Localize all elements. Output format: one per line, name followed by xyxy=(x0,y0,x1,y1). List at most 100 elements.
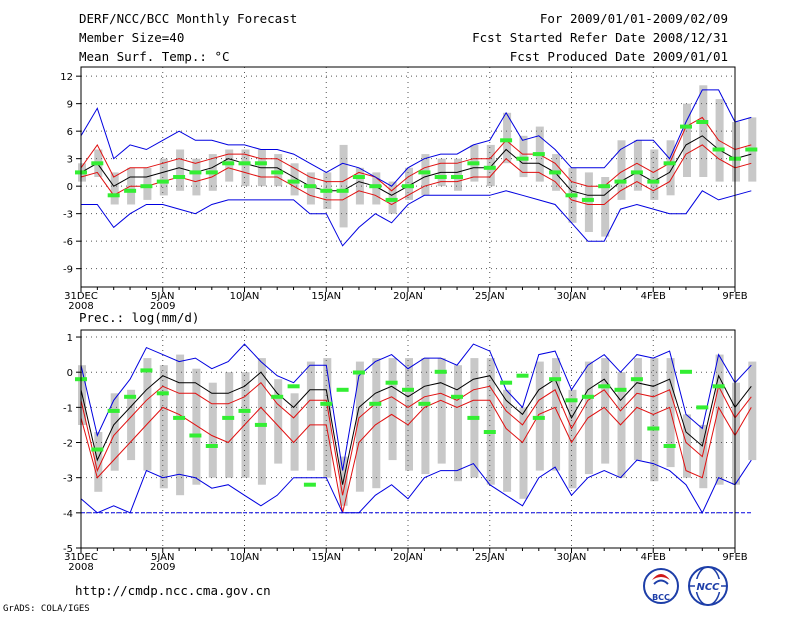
temp-obs-marker xyxy=(598,184,611,189)
prec-obs-marker xyxy=(140,368,153,373)
prec-ensemble-box xyxy=(617,372,626,478)
temp-ensemble-box xyxy=(372,172,381,205)
temp-xtick-label: 5JAN xyxy=(151,291,174,302)
temp-ensemble-box xyxy=(388,181,397,214)
temp-ensemble-box xyxy=(699,85,708,177)
precip-label: Prec.: log(mm/d) xyxy=(79,310,200,325)
temp-obs-marker xyxy=(402,184,414,189)
prec-obs-marker xyxy=(418,401,431,406)
temp-obs-marker xyxy=(483,165,496,170)
temp-xtick-sublabel: 2009 xyxy=(150,301,175,312)
temp-obs-marker xyxy=(369,184,382,189)
temp-obs-marker xyxy=(189,170,202,175)
prec-obs-marker xyxy=(630,377,643,382)
temp-obs-marker xyxy=(320,188,333,193)
temp-obs-marker xyxy=(287,179,300,184)
prec-obs-marker xyxy=(369,401,382,406)
temp-ensemble-box xyxy=(519,135,528,178)
temp-obs-marker xyxy=(434,175,447,179)
forecast-period: For 2009/01/01-2009/02/09 xyxy=(539,11,728,26)
footer-url[interactable]: http://cmdp.ncc.cma.gov.cn xyxy=(75,583,271,598)
temp-xtick-label: 10JAN xyxy=(230,291,260,302)
temp-ensemble-box xyxy=(405,167,413,200)
prec-obs-marker xyxy=(107,408,120,413)
temp-ensemble-box xyxy=(241,149,250,187)
prec-obs-marker xyxy=(500,380,513,385)
prec-xtick-label: 9FEB xyxy=(722,552,747,563)
temp-obs-marker xyxy=(549,170,562,175)
prec-obs-marker xyxy=(320,401,333,406)
temp-obs-marker xyxy=(254,161,267,166)
prec-ensemble-box xyxy=(192,368,201,485)
prec-ensemble-box xyxy=(143,358,152,471)
temp-obs-marker xyxy=(663,161,676,166)
prec-ensemble-box xyxy=(355,361,364,492)
temp-ensemble-box xyxy=(666,140,675,196)
temp-ensemble-box xyxy=(617,140,626,200)
temp-ensemble-box xyxy=(306,172,315,205)
temp-obs-marker xyxy=(303,184,316,189)
temp-ytick-label: 3 xyxy=(67,155,73,166)
prec-ensemble-median-line xyxy=(80,371,752,485)
ncc-logo-text: NCC xyxy=(696,582,720,593)
prec-obs-marker xyxy=(385,380,398,385)
temp-obs-marker xyxy=(222,161,235,166)
temp-xtick-label: 15JAN xyxy=(311,291,341,302)
temp-ensemble-box xyxy=(650,149,659,200)
temp-ensemble-box xyxy=(683,103,691,177)
temp-obs-marker xyxy=(680,124,692,129)
temp-ytick-label: 0 xyxy=(67,182,73,193)
temp-ensemble-max-line xyxy=(80,89,752,187)
temp-xtick-label: 31DEC xyxy=(64,291,98,302)
temp-obs-marker xyxy=(418,170,431,175)
prec-obs-marker xyxy=(254,422,267,427)
bcc-logo-text: BCC xyxy=(652,593,670,602)
temp-ensemble-box xyxy=(503,112,512,164)
temp-ensemble-box xyxy=(584,172,593,232)
prec-ensemble-box xyxy=(257,358,266,485)
prec-obs-marker xyxy=(156,391,169,396)
forecast-produced: Fcst Produced Date 2009/01/01 xyxy=(509,49,728,64)
temp-obs-marker xyxy=(614,179,627,184)
temp-obs-marker xyxy=(336,188,349,193)
temp-ytick-label: -6 xyxy=(63,237,73,248)
temp-ytick-label: -3 xyxy=(63,210,73,221)
prec-obs-marker xyxy=(402,387,414,392)
prec-xtick-sublabel: 2009 xyxy=(150,562,175,573)
prec-ensemble-box xyxy=(290,393,299,471)
prec-obs-marker xyxy=(271,394,284,399)
prec-ytick-label: -5 xyxy=(63,544,73,555)
prec-xtick-label: 25JAN xyxy=(475,552,505,563)
prec-obs-marker xyxy=(336,387,349,392)
temp-obs-marker xyxy=(565,193,578,198)
prec-upper-inner-line xyxy=(80,381,752,496)
temp-xtick-sublabel: 2008 xyxy=(68,301,93,312)
prec-ensemble-box xyxy=(683,414,691,478)
prec-ensemble-box xyxy=(633,358,642,461)
temp-obs-marker xyxy=(238,161,251,166)
prec-ensemble-box xyxy=(601,358,610,464)
temp-obs-marker xyxy=(630,170,643,175)
prec-xtick-label: 30JAN xyxy=(557,552,587,563)
prec-ytick-label: -2 xyxy=(63,439,73,450)
prec-obs-marker xyxy=(434,369,447,374)
prec-ensemble-box xyxy=(208,382,217,478)
temp-ensemble-box xyxy=(633,140,642,191)
prec-ensemble-box xyxy=(421,358,430,475)
prec-obs-marker xyxy=(238,408,251,413)
prec-xtick-sublabel: 2008 xyxy=(68,562,93,573)
temp-obs-marker xyxy=(696,120,709,124)
temp-ensemble-box xyxy=(339,144,348,228)
prec-obs-marker xyxy=(467,415,480,420)
temp-obs-marker xyxy=(173,175,186,179)
prec-ytick-label: -4 xyxy=(63,509,73,520)
prec-obs-marker xyxy=(696,405,709,410)
prec-ensemble-min-line xyxy=(80,459,752,514)
prec-ensemble-box xyxy=(388,358,397,461)
prec-ensemble-box xyxy=(699,424,708,489)
prec-obs-marker xyxy=(189,433,202,438)
temp-obs-marker xyxy=(467,161,480,166)
prec-obs-marker xyxy=(516,373,529,378)
temp-obs-marker xyxy=(140,184,153,189)
